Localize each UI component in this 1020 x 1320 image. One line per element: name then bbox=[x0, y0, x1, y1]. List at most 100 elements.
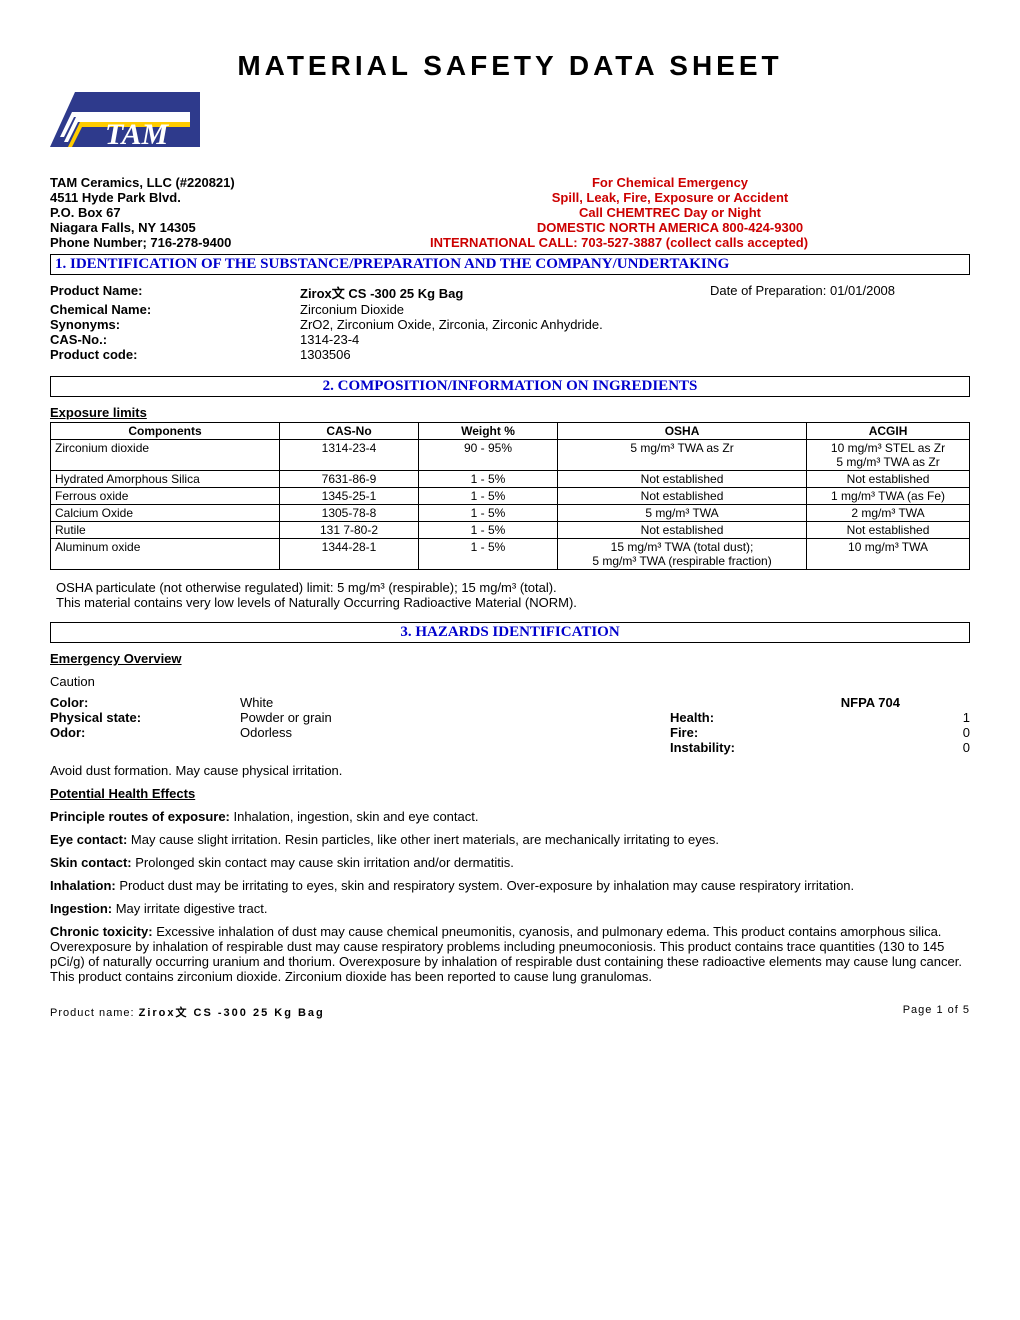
nfpa-health-label: Health: bbox=[670, 710, 870, 725]
table-cell: 1 - 5% bbox=[419, 522, 558, 539]
company-address-2: P.O. Box 67 bbox=[50, 205, 370, 220]
chronic-toxicity-text: Excessive inhalation of dust may cause c… bbox=[50, 924, 962, 984]
table-cell: 1 mg/m³ TWA (as Fe) bbox=[807, 488, 970, 505]
page-number: Page 1 of 5 bbox=[903, 1004, 970, 1020]
table-cell: Aluminum oxide bbox=[51, 539, 280, 570]
table-row: Ferrous oxide1345-25-11 - 5%Not establis… bbox=[51, 488, 970, 505]
company-address-3: Niagara Falls, NY 14305 bbox=[50, 220, 370, 235]
company-name: TAM Ceramics, LLC (#220821) bbox=[50, 175, 370, 190]
table-cell: Not established bbox=[558, 471, 807, 488]
table-cell: Calcium Oxide bbox=[51, 505, 280, 522]
table-cell: 2 mg/m³ TWA bbox=[807, 505, 970, 522]
inhalation-text: Product dust may be irritating to eyes, … bbox=[116, 878, 854, 893]
chemical-name-label: Chemical Name: bbox=[50, 302, 300, 317]
footer-product-label: Product name: bbox=[50, 1007, 135, 1019]
emergency-line-1: For Chemical Emergency bbox=[370, 175, 970, 190]
chemical-name: Zirconium Dioxide bbox=[300, 302, 710, 317]
document-title: MATERIAL SAFETY DATA SHEET bbox=[50, 50, 970, 82]
physical-state-value: Powder or grain bbox=[240, 710, 670, 725]
table-cell: 1 - 5% bbox=[419, 539, 558, 570]
potential-health-effects-heading: Potential Health Effects bbox=[50, 786, 195, 801]
nfpa-704-title: NFPA 704 bbox=[670, 695, 970, 710]
company-logo: TAM bbox=[50, 92, 970, 165]
company-phone: Phone Number; 716-278-9400 bbox=[50, 235, 370, 250]
ingestion-label: Ingestion: bbox=[50, 901, 112, 916]
footer-product-name: Zirox文 CS -300 25 Kg Bag bbox=[139, 1007, 325, 1019]
odor-value: Odorless bbox=[240, 725, 670, 740]
eye-contact-text: May cause slight irritation. Resin parti… bbox=[127, 832, 719, 847]
avoid-dust-text: Avoid dust formation. May cause physical… bbox=[50, 763, 970, 778]
page-footer: Product name: Zirox文 CS -300 25 Kg Bag P… bbox=[50, 1004, 970, 1020]
cas-no: 1314-23-4 bbox=[300, 332, 710, 347]
nfpa-instability-label: Instability: bbox=[670, 740, 870, 755]
table-cell: 1314-23-4 bbox=[280, 440, 419, 471]
emergency-line-2: Spill, Leak, Fire, Exposure or Accident bbox=[370, 190, 970, 205]
table-cell: 1345-25-1 bbox=[280, 488, 419, 505]
table-cell: Not established bbox=[558, 522, 807, 539]
svg-text:TAM: TAM bbox=[105, 118, 170, 151]
table-cell: Not established bbox=[807, 522, 970, 539]
table-row: Hydrated Amorphous Silica7631-86-91 - 5%… bbox=[51, 471, 970, 488]
product-code-label: Product code: bbox=[50, 347, 300, 362]
company-address-1: 4511 Hyde Park Blvd. bbox=[50, 190, 370, 205]
exposure-limits-heading: Exposure limits bbox=[50, 405, 970, 420]
table-cell: 10 mg/m³ TWA bbox=[807, 539, 970, 570]
synonyms: ZrO2, Zirconium Oxide, Zirconia, Zirconi… bbox=[300, 317, 710, 332]
table-cell: 1 - 5% bbox=[419, 488, 558, 505]
table-cell: 5 mg/m³ TWA as Zr bbox=[558, 440, 807, 471]
table-header: CAS-No bbox=[280, 423, 419, 440]
identification-grid: Product Name: Zirox文 CS -300 25 Kg Bag D… bbox=[50, 283, 970, 362]
nfpa-fire-label: Fire: bbox=[670, 725, 870, 740]
emergency-line-4: DOMESTIC NORTH AMERICA 800-424-9300 bbox=[370, 220, 970, 235]
product-name: Zirox文 CS -300 25 Kg Bag bbox=[300, 286, 463, 301]
table-cell: 1344-28-1 bbox=[280, 539, 419, 570]
nfpa-health-value: 1 bbox=[870, 710, 970, 725]
table-cell: Rutile bbox=[51, 522, 280, 539]
chronic-toxicity-label: Chronic toxicity: bbox=[50, 924, 153, 939]
nfpa-fire-value: 0 bbox=[870, 725, 970, 740]
emergency-line-3: Call CHEMTREC Day or Night bbox=[370, 205, 970, 220]
table-cell: Hydrated Amorphous Silica bbox=[51, 471, 280, 488]
emergency-line-5: INTERNATIONAL CALL: 703-527-3887 (collec… bbox=[370, 235, 970, 250]
inhalation-label: Inhalation: bbox=[50, 878, 116, 893]
odor-label: Odor: bbox=[50, 725, 240, 740]
table-cell: 15 mg/m³ TWA (total dust); 5 mg/m³ TWA (… bbox=[558, 539, 807, 570]
table-cell: Not established bbox=[807, 471, 970, 488]
table-header: Weight % bbox=[419, 423, 558, 440]
physical-state-label: Physical state: bbox=[50, 710, 240, 725]
caution-text: Caution bbox=[50, 674, 970, 689]
color-value: White bbox=[240, 695, 670, 710]
table-cell: 7631-86-9 bbox=[280, 471, 419, 488]
nfpa-instability-value: 0 bbox=[870, 740, 970, 755]
section-3-header: 3. HAZARDS IDENTIFICATION bbox=[50, 622, 970, 643]
composition-table: ComponentsCAS-NoWeight %OSHAACGIH Zircon… bbox=[50, 422, 970, 570]
skin-contact-label: Skin contact: bbox=[50, 855, 132, 870]
table-cell: Not established bbox=[558, 488, 807, 505]
table-row: Aluminum oxide1344-28-11 - 5%15 mg/m³ TW… bbox=[51, 539, 970, 570]
table-cell: 1 - 5% bbox=[419, 505, 558, 522]
osha-note: OSHA particulate (not otherwise regulate… bbox=[56, 580, 970, 595]
synonyms-label: Synonyms: bbox=[50, 317, 300, 332]
table-cell: 131 7-80-2 bbox=[280, 522, 419, 539]
company-info-block: TAM Ceramics, LLC (#220821) 4511 Hyde Pa… bbox=[50, 175, 970, 250]
section-1-header: 1. IDENTIFICATION OF THE SUBSTANCE/PREPA… bbox=[50, 254, 970, 275]
product-code: 1303506 bbox=[300, 347, 710, 362]
table-row: Calcium Oxide1305-78-81 - 5%5 mg/m³ TWA2… bbox=[51, 505, 970, 522]
preparation-date: Date of Preparation: 01/01/2008 bbox=[710, 283, 970, 302]
table-cell: Ferrous oxide bbox=[51, 488, 280, 505]
table-cell: 10 mg/m³ STEL as Zr 5 mg/m³ TWA as Zr bbox=[807, 440, 970, 471]
eye-contact-label: Eye contact: bbox=[50, 832, 127, 847]
cas-no-label: CAS-No.: bbox=[50, 332, 300, 347]
table-row: Rutile131 7-80-21 - 5%Not establishedNot… bbox=[51, 522, 970, 539]
product-name-label: Product Name: bbox=[50, 283, 300, 302]
table-header: Components bbox=[51, 423, 280, 440]
emergency-overview-heading: Emergency Overview bbox=[50, 651, 182, 666]
section-2-header: 2. COMPOSITION/INFORMATION ON INGREDIENT… bbox=[50, 376, 970, 397]
skin-contact-text: Prolonged skin contact may cause skin ir… bbox=[132, 855, 514, 870]
table-cell: 5 mg/m³ TWA bbox=[558, 505, 807, 522]
table-row: Zirconium dioxide1314-23-490 - 95%5 mg/m… bbox=[51, 440, 970, 471]
norm-note: This material contains very low levels o… bbox=[56, 595, 970, 610]
routes-text: Inhalation, ingestion, skin and eye cont… bbox=[230, 809, 479, 824]
color-label: Color: bbox=[50, 695, 240, 710]
table-cell: 1 - 5% bbox=[419, 471, 558, 488]
